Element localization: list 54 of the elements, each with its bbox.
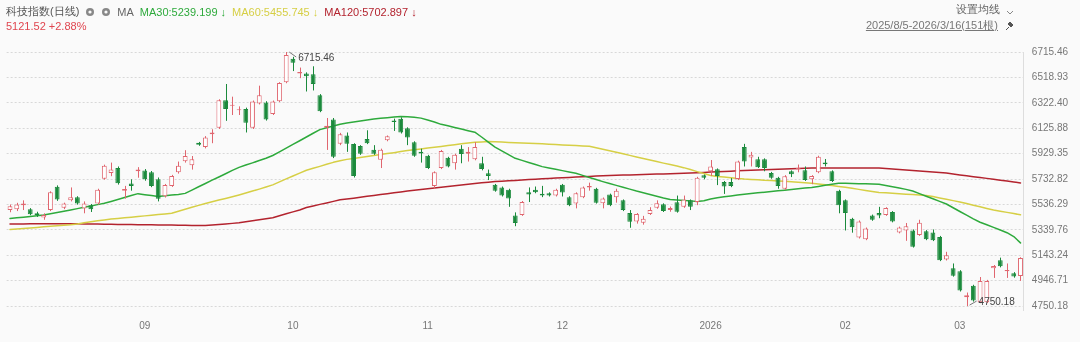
y-tick-label: 4750.18 bbox=[1031, 299, 1069, 311]
text: MA bbox=[117, 5, 134, 18]
candlestick bbox=[842, 198, 848, 231]
text: MA60:5455.745 ↓ bbox=[232, 5, 319, 18]
annotation: 6715.46 bbox=[298, 51, 335, 63]
candlestick bbox=[378, 148, 383, 169]
x-tick-label: 11 bbox=[422, 319, 434, 331]
candlestick bbox=[310, 65, 316, 91]
candlestick bbox=[910, 228, 916, 249]
candlestick bbox=[735, 160, 740, 181]
candlestick bbox=[856, 219, 862, 239]
x-tick-label: 10 bbox=[287, 319, 299, 331]
chart-title: 科技指数(日线) bbox=[6, 4, 80, 19]
candlestick bbox=[937, 235, 943, 262]
x-tick-label: 09 bbox=[139, 319, 151, 331]
candlestick bbox=[223, 83, 228, 122]
candlestick bbox=[47, 190, 53, 212]
candlestick bbox=[317, 93, 323, 113]
y-tick-label: 4946.71 bbox=[1031, 274, 1069, 286]
x-tick-label: 2026 bbox=[699, 319, 723, 331]
y-tick-label: 5339.76 bbox=[1031, 223, 1069, 235]
y-tick-label: 5143.24 bbox=[1031, 249, 1069, 261]
y-tick-label: 6715.46 bbox=[1031, 45, 1069, 57]
candlestick bbox=[155, 176, 161, 202]
text: 2025/8/5-2026/3/16(151根) bbox=[865, 18, 998, 33]
text: MA120:5702.897 ↓ bbox=[324, 5, 417, 18]
chart-subtitle: 5121.52 +2.88% bbox=[6, 20, 87, 32]
candlestick bbox=[836, 189, 842, 214]
candlestick bbox=[506, 188, 511, 208]
candlestick bbox=[472, 141, 478, 161]
y-tick-label: 5536.29 bbox=[1031, 198, 1069, 210]
text: 设置均线 bbox=[956, 2, 1000, 17]
candlestick bbox=[344, 131, 350, 153]
candlestick bbox=[243, 107, 249, 133]
text: MA30:5239.199 ↓ bbox=[139, 5, 227, 18]
candlestick bbox=[438, 149, 444, 170]
candlestick bbox=[1018, 256, 1023, 282]
candlestick bbox=[256, 85, 262, 105]
y-tick-label: 6322.40 bbox=[1031, 96, 1069, 108]
candlestick bbox=[741, 143, 747, 167]
y-tick-label: 5929.35 bbox=[1031, 147, 1069, 159]
candlestick bbox=[303, 71, 309, 92]
candlestick bbox=[277, 81, 282, 103]
y-tick-label: 6518.93 bbox=[1031, 71, 1069, 83]
candlestick bbox=[957, 269, 963, 293]
candlestick bbox=[458, 144, 464, 164]
x-tick-label: 03 bbox=[954, 319, 966, 331]
candlestick bbox=[694, 176, 700, 206]
y-tick-label: 5732.82 bbox=[1031, 172, 1069, 184]
x-tick-label: 12 bbox=[556, 319, 569, 331]
y-tick-label: 6125.88 bbox=[1031, 121, 1069, 133]
candlestick bbox=[115, 165, 121, 186]
annotation: 4750.18 bbox=[978, 295, 1016, 307]
x-tick-label: 02 bbox=[839, 319, 852, 331]
